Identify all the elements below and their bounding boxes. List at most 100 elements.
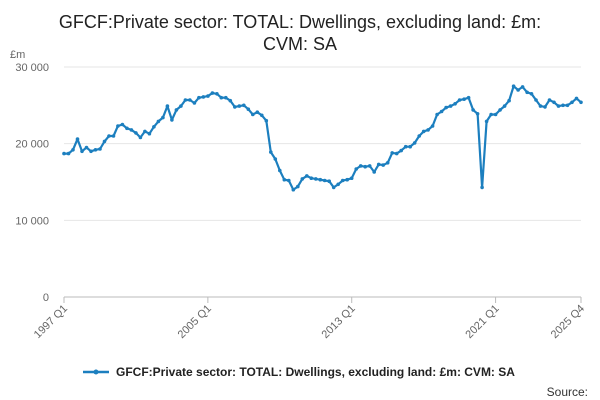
data-point[interactable] [116, 124, 120, 128]
data-point[interactable] [138, 135, 143, 140]
data-point[interactable] [376, 162, 381, 167]
data-point[interactable] [403, 144, 408, 149]
data-point[interactable] [147, 131, 152, 136]
data-point[interactable] [93, 148, 98, 152]
data-point[interactable] [475, 112, 480, 116]
data-point[interactable] [206, 94, 210, 98]
data-point[interactable] [408, 144, 413, 149]
data-point[interactable] [547, 98, 552, 102]
data-point[interactable] [192, 101, 197, 105]
data-point[interactable] [300, 177, 305, 181]
data-point[interactable] [435, 112, 439, 117]
data-point[interactable] [296, 184, 300, 189]
data-point[interactable] [327, 179, 332, 183]
data-point[interactable] [183, 98, 188, 102]
data-point[interactable] [417, 134, 422, 138]
data-point[interactable] [269, 150, 273, 154]
data-point[interactable] [385, 161, 390, 165]
data-point[interactable] [336, 182, 341, 187]
data-point[interactable] [134, 131, 138, 135]
data-point[interactable] [125, 126, 129, 131]
data-point[interactable] [543, 105, 547, 109]
data-point[interactable] [349, 176, 354, 180]
data-point[interactable] [556, 104, 561, 108]
data-point[interactable] [282, 177, 287, 182]
data-point[interactable] [579, 100, 583, 105]
data-point[interactable] [574, 96, 579, 101]
data-point[interactable] [120, 122, 125, 127]
data-point[interactable] [322, 178, 327, 183]
data-point[interactable] [372, 170, 377, 174]
data-point[interactable] [480, 185, 484, 190]
data-point[interactable] [381, 163, 386, 167]
data-point[interactable] [309, 176, 314, 180]
data-point[interactable] [107, 134, 111, 138]
data-point[interactable] [111, 134, 116, 138]
data-point[interactable] [529, 92, 534, 96]
data-point[interactable] [489, 112, 493, 117]
data-point[interactable] [552, 100, 556, 105]
data-point[interactable] [493, 112, 498, 117]
data-point[interactable] [511, 84, 516, 88]
data-point[interactable] [331, 185, 336, 190]
data-point[interactable] [210, 91, 215, 95]
data-point[interactable] [129, 128, 134, 132]
data-point[interactable] [318, 177, 323, 182]
data-point[interactable] [287, 178, 291, 183]
data-point[interactable] [462, 97, 466, 101]
data-point[interactable] [174, 108, 179, 112]
data-point[interactable] [484, 119, 489, 124]
data-point[interactable] [421, 129, 426, 134]
data-point[interactable] [84, 145, 89, 150]
data-point[interactable] [197, 95, 201, 100]
data-point[interactable] [363, 164, 368, 169]
data-point[interactable] [143, 129, 147, 134]
data-point[interactable] [228, 98, 233, 103]
data-point[interactable] [165, 104, 170, 108]
data-point[interactable] [399, 148, 404, 153]
data-point[interactable] [430, 124, 435, 128]
data-point[interactable] [179, 104, 183, 108]
data-point[interactable] [233, 105, 237, 109]
data-point[interactable] [161, 115, 165, 120]
data-point[interactable] [71, 148, 75, 152]
data-point[interactable] [453, 102, 457, 106]
data-point[interactable] [525, 90, 529, 95]
data-point[interactable] [448, 104, 453, 108]
data-point[interactable] [188, 98, 192, 102]
data-point[interactable] [390, 151, 395, 155]
data-point[interactable] [345, 177, 350, 182]
data-point[interactable] [340, 178, 345, 183]
data-point[interactable] [219, 95, 224, 100]
data-point[interactable] [98, 147, 102, 151]
data-point[interactable] [561, 103, 565, 108]
data-point[interactable] [264, 118, 269, 123]
data-point[interactable] [242, 103, 246, 108]
data-point[interactable] [466, 95, 471, 100]
data-point[interactable] [314, 177, 318, 181]
data-point[interactable] [520, 85, 525, 89]
data-point[interactable] [89, 149, 93, 154]
data-point[interactable] [457, 98, 462, 102]
data-point[interactable] [224, 95, 228, 100]
data-point[interactable] [66, 151, 71, 156]
data-point[interactable] [305, 174, 309, 178]
data-point[interactable] [215, 92, 219, 96]
data-point[interactable] [507, 98, 511, 103]
data-point[interactable] [278, 168, 282, 173]
data-point[interactable] [570, 100, 574, 105]
data-point[interactable] [516, 88, 520, 92]
data-point[interactable] [170, 118, 174, 122]
data-point[interactable] [260, 113, 264, 118]
data-point[interactable] [471, 108, 475, 112]
data-point[interactable] [273, 157, 278, 161]
data-point[interactable] [156, 119, 161, 124]
data-point[interactable] [102, 139, 107, 144]
data-point[interactable] [502, 104, 507, 108]
data-point[interactable] [538, 104, 543, 108]
data-point[interactable] [291, 187, 296, 192]
data-point[interactable] [534, 98, 538, 102]
data-point[interactable] [412, 141, 417, 145]
data-point[interactable] [358, 164, 363, 168]
data-point[interactable] [498, 108, 502, 112]
